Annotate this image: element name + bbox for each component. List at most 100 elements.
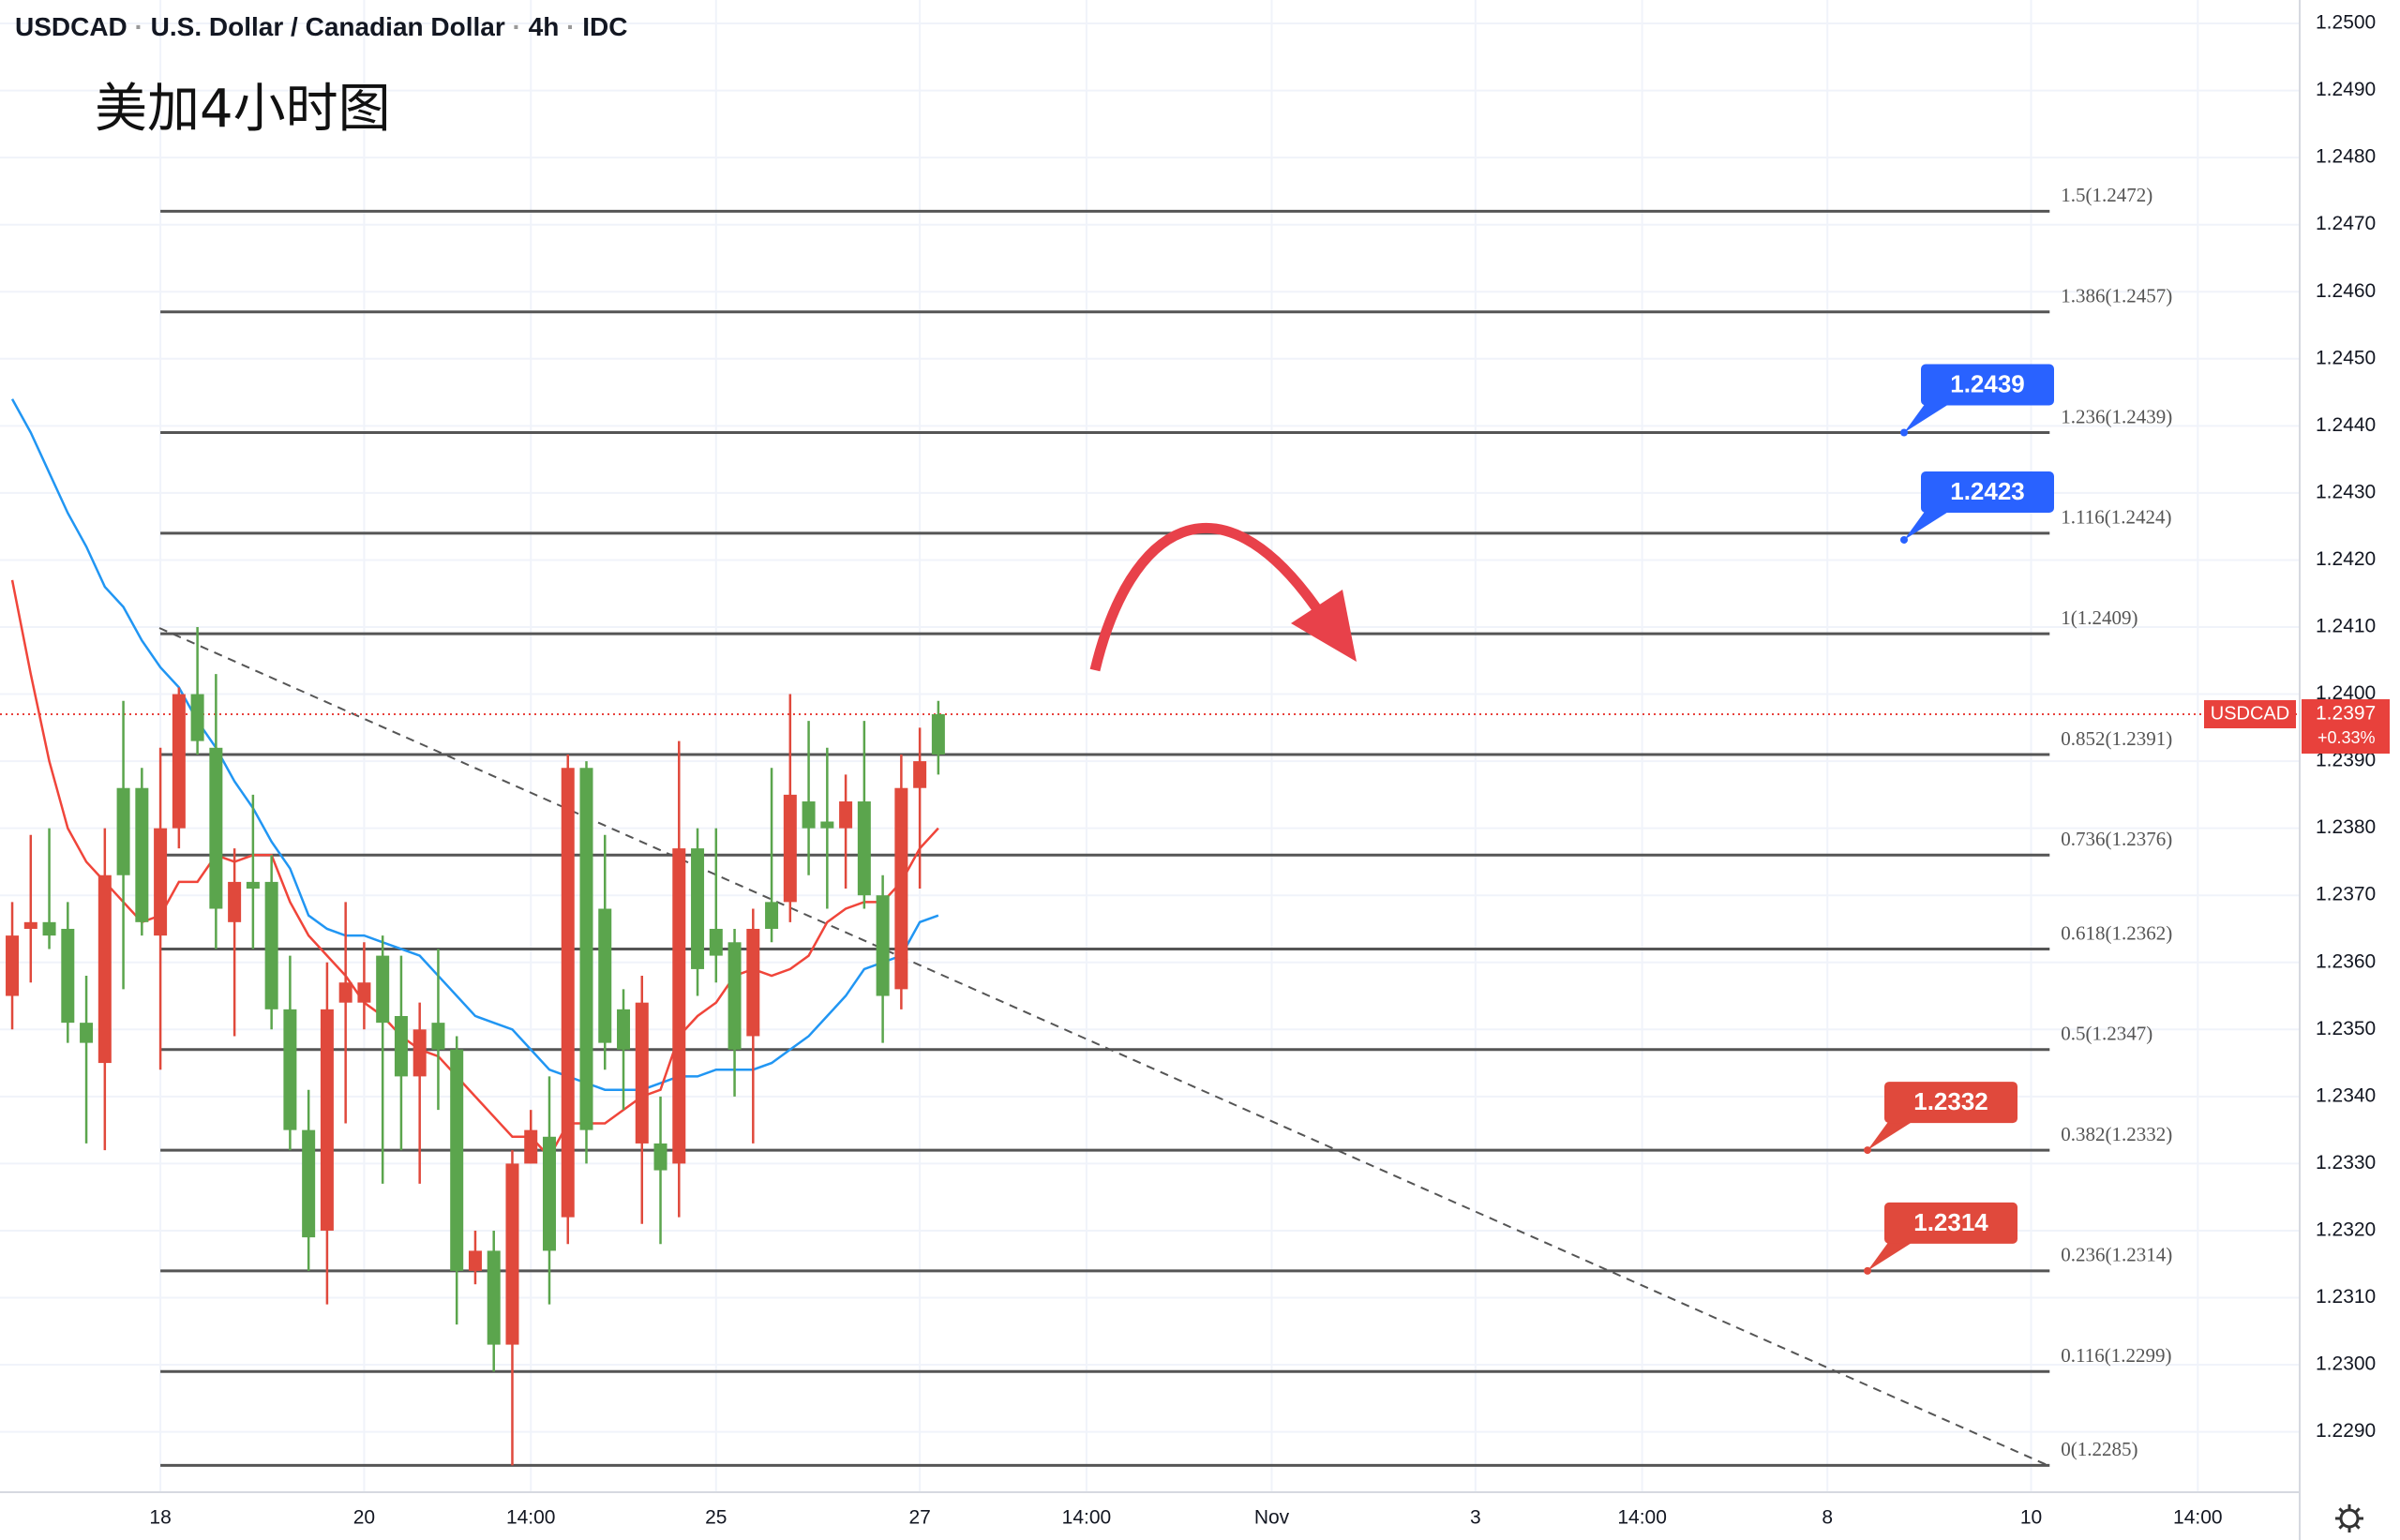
candle-body [283, 1009, 297, 1130]
axes: 1.2290 1.2300 1.2310 1.2320 1.2330 1.2340 1.23… [149, 12, 2390, 1529]
plot: 1.5(1.2472) 1.386(1.2457) 1.236(1.2439) 1.1… [0, 184, 2300, 1467]
candle-body [98, 875, 112, 1064]
callout-anchor [1900, 535, 1908, 544]
candle-body [728, 942, 742, 1050]
price-tag [2302, 699, 2390, 755]
callout-pointer [1904, 508, 1953, 540]
x-tick-label: Nov [1254, 1507, 1290, 1529]
candle-body [320, 1009, 334, 1231]
y-tick-label: 1.2320 [2316, 1219, 2376, 1240]
candle-body [524, 1129, 538, 1164]
separator: · [559, 12, 582, 41]
price-tag-value: 1.2397 [2316, 703, 2376, 725]
callout-label: 1.2423 [1950, 477, 2025, 505]
y-tick-label: 1.2380 [2316, 816, 2376, 838]
separator: · [128, 12, 151, 41]
candle-body [913, 761, 927, 788]
candle-body [450, 1049, 464, 1271]
y-tick-label: 1.2490 [2316, 79, 2376, 100]
y-tick-label: 1.2500 [2316, 12, 2376, 34]
grid [0, 0, 2300, 1492]
candle-body [617, 1009, 631, 1050]
fib-label: 1.5(1.2472) [2061, 184, 2152, 206]
y-tick-label: 1.2400 [2316, 682, 2376, 704]
y-tick-label: 1.2480 [2316, 146, 2376, 168]
fib-label: 0.5(1.2347) [2061, 1023, 2152, 1045]
candle-body [431, 1023, 445, 1050]
y-tick-label: 1.2460 [2316, 280, 2376, 302]
candle-body [894, 787, 908, 990]
candle-body [598, 908, 612, 1043]
fib-label: 1.116(1.2424) [2061, 506, 2171, 529]
fib-label: 0.236(1.2314) [2061, 1244, 2172, 1266]
gear[interactable] [2339, 1508, 2360, 1529]
y-tick-label: 1.2300 [2316, 1353, 2376, 1375]
candle-body [376, 955, 390, 1024]
gear-teeth[interactable] [2335, 1504, 2363, 1533]
candle-body [61, 928, 75, 1024]
candle-body [839, 801, 853, 829]
y-tick-label: 1.2440 [2316, 414, 2376, 436]
callout-pointer [1904, 401, 1953, 433]
candle-body [561, 768, 575, 1218]
y-tick-label: 1.2350 [2316, 1018, 2376, 1039]
x-tick-label: 18 [149, 1507, 171, 1529]
candle-body [116, 787, 130, 875]
candle-body [154, 828, 168, 936]
y-tick-label: 1.2390 [2316, 750, 2376, 771]
arrow-curve [1089, 522, 1322, 672]
y-tick-label: 1.2370 [2316, 884, 2376, 905]
y-tick-label: 1.2410 [2316, 616, 2376, 637]
candle-body [487, 1250, 501, 1345]
symbol: USDCAD · U.S. Dollar / Canadian Dollar ·… [15, 12, 627, 41]
callout-label: 1.2314 [1913, 1208, 1988, 1236]
callout-box [1921, 471, 2054, 513]
callout-box [1884, 1082, 2018, 1124]
y-tick-label: 1.2430 [2316, 481, 2376, 502]
symbol-name: U.S. Dollar / Canadian Dollar [151, 12, 505, 41]
settings-icon[interactable] [2335, 1504, 2363, 1533]
candle-body [709, 928, 723, 956]
candle-body [135, 787, 149, 922]
fib-label: 0.618(1.2362) [2061, 921, 2172, 944]
candle-body [228, 881, 242, 922]
x-tick-label: 14:00 [1617, 1507, 1667, 1529]
candle-body [802, 801, 816, 829]
candle-body [264, 881, 278, 1009]
candle-body [6, 935, 20, 996]
callout-anchor [1864, 1266, 1871, 1275]
candle-body [857, 801, 871, 896]
x-tick-label: 14:00 [2173, 1507, 2223, 1529]
callout-label: 1.2439 [1950, 369, 2025, 397]
callout-label: 1.2332 [1913, 1087, 1988, 1115]
candle-body [80, 1023, 94, 1043]
fib-label: 1.236(1.2439) [2061, 405, 2172, 427]
candle-body [746, 928, 760, 1037]
candle-body [653, 1143, 668, 1171]
candle-body [246, 881, 260, 890]
fib-label: 0(1.2285) [2061, 1438, 2138, 1460]
interval: 4h [529, 12, 560, 41]
y-tick-label: 1.2420 [2316, 548, 2376, 570]
fib-label: 0.116(1.2299) [2061, 1344, 2171, 1367]
moving-average [10, 398, 939, 1091]
x-tick-label: 8 [1822, 1507, 1833, 1529]
candle-body [579, 768, 593, 1130]
y-tick-label: 1.2310 [2316, 1286, 2376, 1308]
candle-body [820, 821, 834, 829]
candle-body [931, 714, 945, 755]
price-axis [2300, 0, 2400, 1540]
candle-body [209, 747, 223, 909]
chart-title: 美加4小时图 [95, 79, 391, 140]
candle-body [42, 921, 56, 936]
candle-body [302, 1129, 316, 1238]
x-tick-label: 25 [705, 1507, 727, 1529]
fib-label: 1(1.2409) [2061, 606, 2138, 629]
fib-label: 1.386(1.2457) [2061, 285, 2172, 307]
candle-body [23, 921, 38, 929]
y-tick-label: 1.2360 [2316, 950, 2376, 972]
callout-pointer [1868, 1119, 1916, 1151]
y-tick-label: 1.2340 [2316, 1084, 2376, 1106]
